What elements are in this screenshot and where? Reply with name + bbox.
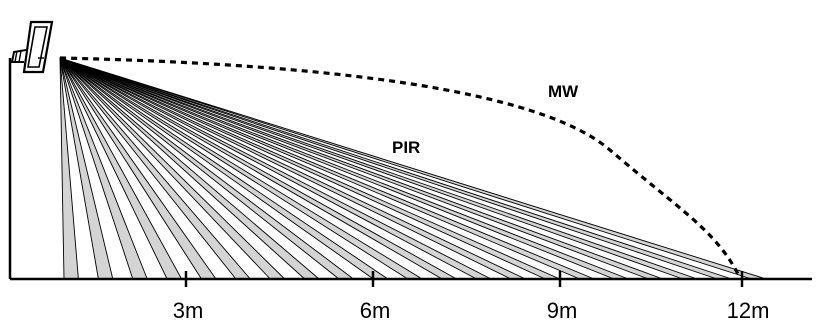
pir-label: PIR: [392, 138, 420, 157]
pir-detection-fan: [59, 57, 767, 280]
mw-detection-boundary: [59, 56, 740, 275]
distance-ticks: [184, 271, 744, 287]
tick-label-6m: 6m: [360, 298, 391, 320]
tick-label-9m: 9m: [547, 298, 578, 320]
motion-detector-icon: [10, 20, 54, 74]
pir-zone: [59, 57, 629, 280]
mw-label: MW: [548, 82, 579, 101]
tick-label-3m: 3m: [173, 298, 204, 320]
tick-label-12m: 12m: [727, 298, 770, 320]
